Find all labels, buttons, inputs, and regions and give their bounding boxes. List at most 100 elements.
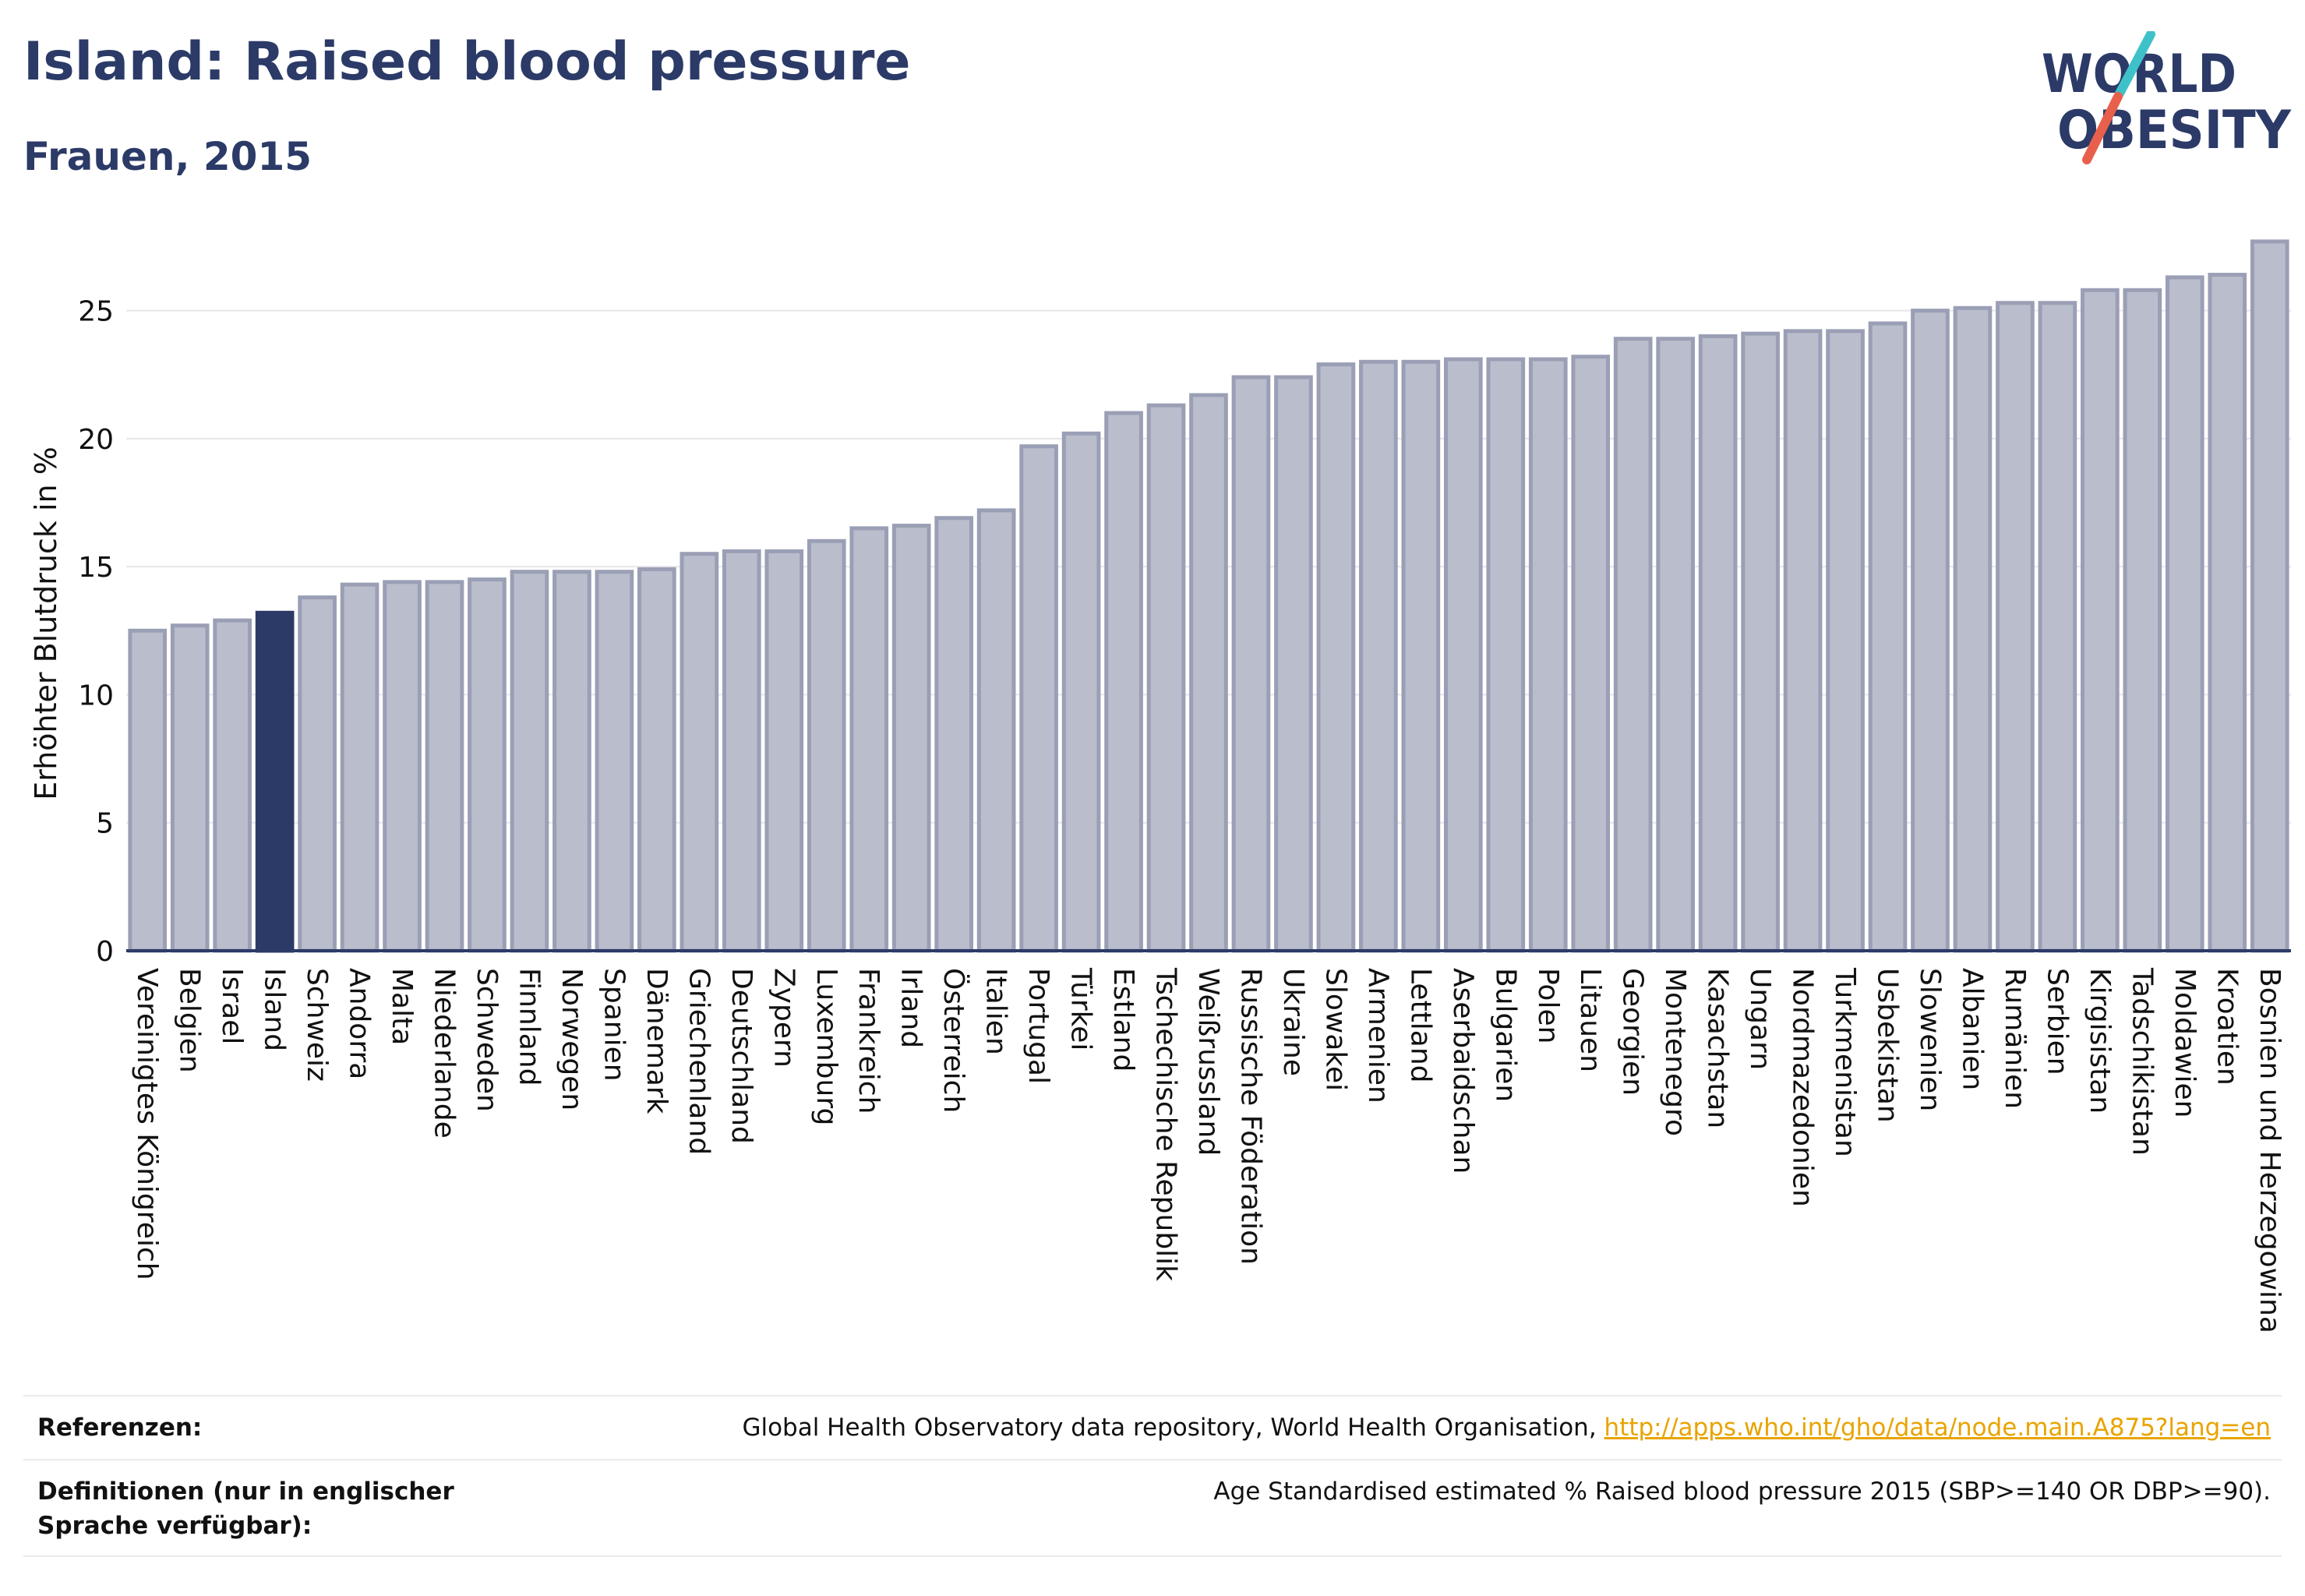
logo-slash-coral <box>2082 92 2123 164</box>
logo-slash-teal <box>2115 31 2155 98</box>
y-axis-label: Erhöhter Blutdruck in % <box>29 447 63 800</box>
y-tick-label: 20 <box>78 424 114 456</box>
x-tick-label: Polen <box>1532 968 1564 1043</box>
x-tick-label: Lettland <box>1404 968 1436 1083</box>
world-obesity-logo: WORLD OBESITY <box>2042 31 2292 164</box>
y-tick-label: 25 <box>78 296 114 328</box>
x-tick-label: Island <box>259 968 291 1051</box>
bar-11 <box>595 570 634 953</box>
bar-49 <box>2208 273 2247 953</box>
bar-27 <box>1274 375 1313 953</box>
bar-19 <box>934 516 974 953</box>
bar-25 <box>1189 393 1228 953</box>
x-tick-label: Albanien <box>1956 968 1988 1090</box>
bar-8 <box>468 577 507 953</box>
bar-10 <box>552 570 591 953</box>
references-label: Referenzen: <box>37 1414 203 1442</box>
bar-33 <box>1528 357 1568 953</box>
y-tick-label: 5 <box>96 808 114 840</box>
x-tick-label: Finnland <box>513 968 545 1086</box>
x-tick-label: Niederlande <box>429 968 461 1139</box>
x-tick-label: Österreich <box>937 968 970 1113</box>
x-tick-label: Deutschland <box>725 968 757 1144</box>
bar-34 <box>1571 355 1611 953</box>
x-tick-label: Tadschikistan <box>2126 967 2158 1156</box>
references-row: Referenzen: Global Health Observatory da… <box>23 1395 2282 1459</box>
bar-45 <box>2038 301 2077 953</box>
chart-title: Island: Raised blood pressure <box>23 31 911 93</box>
bar-42 <box>1911 309 1950 953</box>
x-tick-label: Belgien <box>174 968 206 1073</box>
y-tick-label: 0 <box>96 936 114 968</box>
x-tick-label: Litauen <box>1574 968 1606 1072</box>
bar-36 <box>1656 337 1696 953</box>
bar-23 <box>1104 411 1143 953</box>
x-tick-label: Estland <box>1107 968 1139 1072</box>
bars <box>128 239 2289 953</box>
bar-12 <box>637 567 676 953</box>
x-tick-label: Tschechische Republik <box>1150 967 1182 1281</box>
bar-41 <box>1868 321 1908 953</box>
x-tick-label: Nordmazedonien <box>1787 968 1819 1207</box>
bar-30 <box>1401 359 1441 953</box>
x-tick-label: Schweden <box>471 968 503 1112</box>
x-tick-label: Serbien <box>2041 968 2073 1075</box>
definitions-value: Age Standardised estimated % Raised bloo… <box>1213 1478 2271 1506</box>
bar-5 <box>340 582 379 953</box>
bar-18 <box>891 524 931 953</box>
chart-subtitle: Frauen, 2015 <box>23 134 312 179</box>
x-tick-label: Moldawien <box>2169 968 2201 1118</box>
bar-0 <box>128 628 168 953</box>
bar-14 <box>722 549 761 953</box>
bar-13 <box>679 552 719 953</box>
x-tick-label: Rumänien <box>1999 968 2031 1109</box>
x-tick-label: Portugal <box>1022 968 1054 1084</box>
bar-1 <box>170 623 210 953</box>
x-tick-label: Frankreich <box>852 968 884 1114</box>
definitions-label: Definitionen (nur in englischer Sprache … <box>37 1478 454 1540</box>
x-tick-label: Vereinigtes Königreich <box>131 968 163 1280</box>
bar-39 <box>1783 329 1823 953</box>
x-tick-label: Italien <box>980 968 1012 1055</box>
x-tick-label: Usbekistan <box>1872 968 1904 1123</box>
x-tick-label: Norwegen <box>556 968 588 1110</box>
x-tick-label: Aserbaidschan <box>1447 968 1479 1174</box>
x-tick-label: Zypern <box>768 968 800 1068</box>
x-tick-label: Slowakei <box>1319 968 1351 1091</box>
x-tick-label: Türkei <box>1065 967 1097 1050</box>
x-tick-label: Bosnien und Herzegowina <box>2254 968 2286 1333</box>
bar-chart: 0 5 10 15 20 25 Vereinigtes Königreich Belgien… <box>29 239 2291 1333</box>
references-text: Global Health Observatory data repositor… <box>742 1414 1604 1442</box>
x-tick-label: Georgien <box>1617 968 1649 1096</box>
bar-32 <box>1486 357 1526 953</box>
x-tick-label: Kirgisistan <box>2084 968 2116 1114</box>
x-tick-label: Montenegro <box>1659 968 1691 1136</box>
x-tick-label: Armenien <box>1362 968 1394 1103</box>
bar-20 <box>976 508 1016 953</box>
x-tick-label: Schweiz <box>301 968 333 1082</box>
bar-3 <box>255 610 295 953</box>
x-tick-label: Kasachstan <box>1702 968 1734 1128</box>
bar-4 <box>298 595 337 953</box>
x-tick-label: Israel <box>216 968 248 1044</box>
x-tick-label: Luxemburg <box>810 968 842 1125</box>
x-tick-label: Andorra <box>344 968 376 1079</box>
x-tick-label: Kroatien <box>2211 968 2243 1086</box>
x-tick-label: Slowenien <box>1914 968 1946 1111</box>
x-tick-label: Irland <box>895 968 927 1048</box>
x-tick-label: Spanien <box>598 968 630 1082</box>
x-tick-label: Ukraine <box>1277 968 1309 1076</box>
bar-7 <box>425 580 464 953</box>
x-tick-label: Turkmenistan <box>1829 967 1861 1157</box>
references-link[interactable]: http://apps.who.int/gho/data/node.main.A… <box>1604 1414 2271 1442</box>
bar-15 <box>764 549 804 953</box>
bar-40 <box>1826 329 1865 953</box>
y-tick-label: 10 <box>78 680 114 711</box>
y-tick-label: 15 <box>78 552 114 584</box>
bar-2 <box>213 618 252 953</box>
bar-21 <box>1019 444 1058 953</box>
bar-9 <box>510 570 549 953</box>
x-tick-label: Dänemark <box>641 968 672 1114</box>
x-tick-label: Griechenland <box>683 968 715 1155</box>
x-tick-label: Russische Föderation <box>1234 968 1266 1265</box>
